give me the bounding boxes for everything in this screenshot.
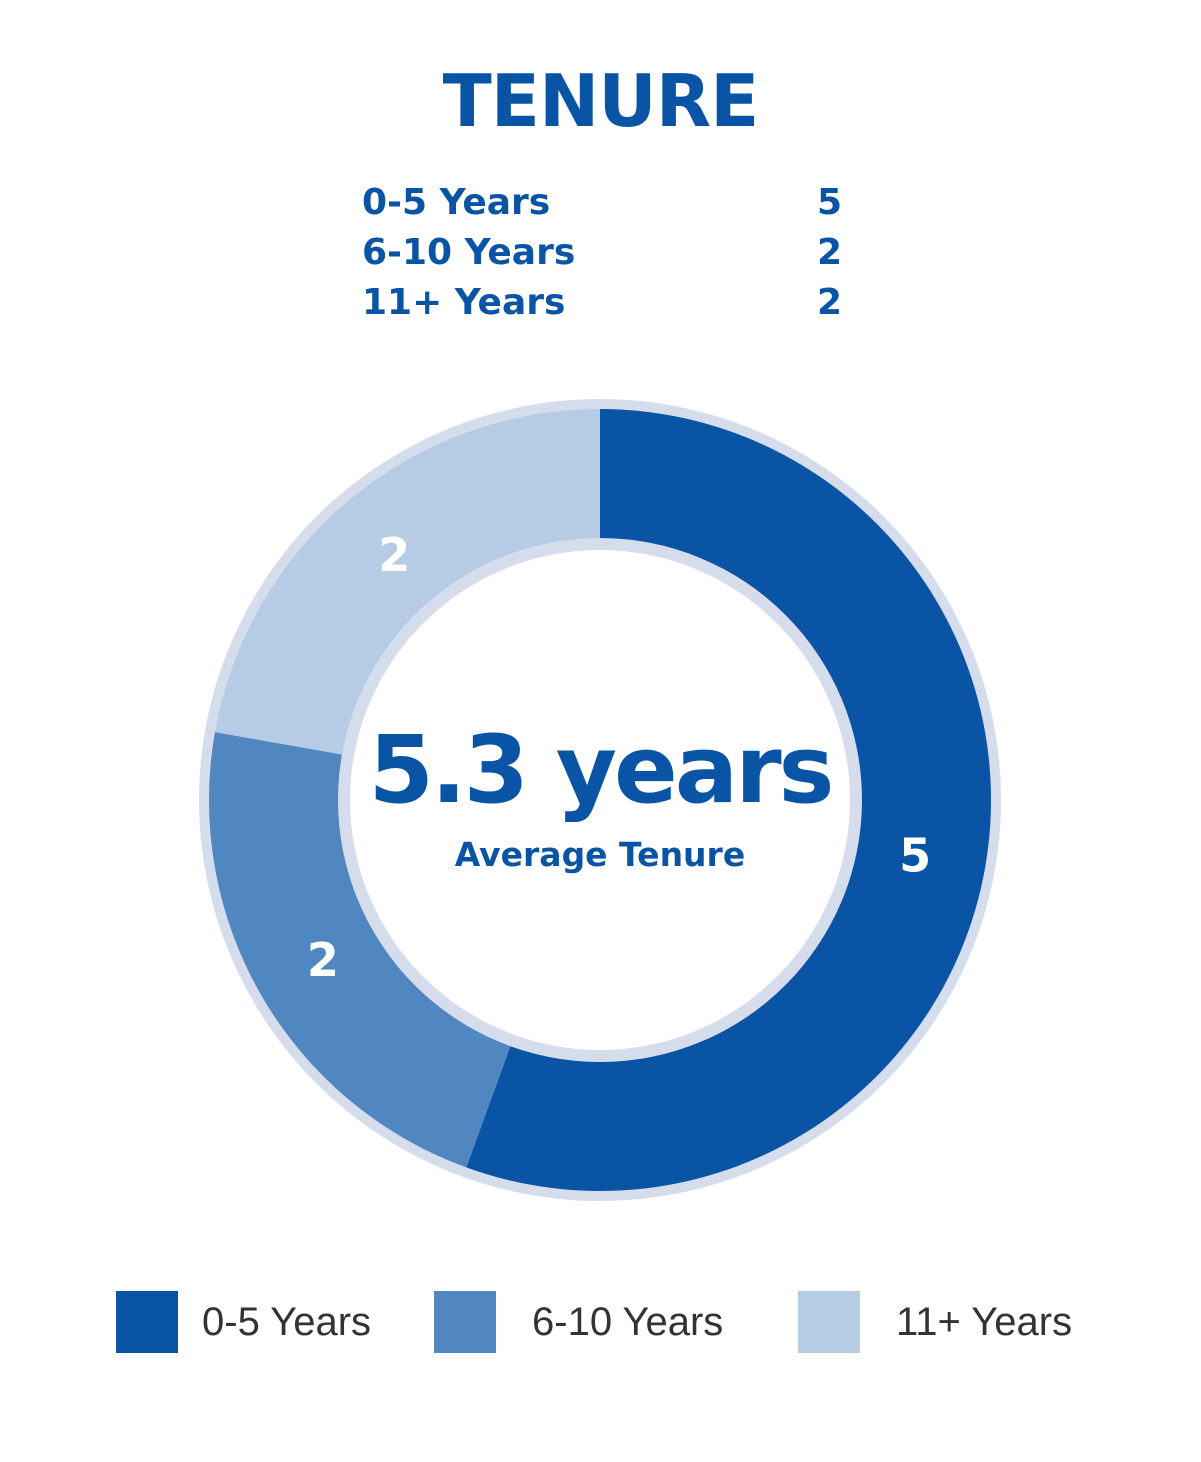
center-label: Average Tenure — [455, 835, 745, 874]
summary-value: 2 — [816, 232, 842, 273]
chart-legend: 0-5 Years 6-10 Years 11+ Years — [0, 1290, 1201, 1354]
tenure-summary-table: 0-5 Years 5 6-10 Years 2 11+ Years 2 — [362, 178, 842, 328]
donut-hole — [350, 550, 850, 1050]
summary-label: 11+ Years — [362, 282, 566, 323]
chart-title: TENURE — [442, 59, 760, 143]
legend-item: 0-5 Years — [116, 1290, 371, 1354]
slice-labels: 5 2 2 — [307, 528, 931, 987]
summary-row: 0-5 Years 5 — [362, 178, 842, 228]
slice-value-label: 2 — [307, 933, 339, 987]
summary-value: 2 — [816, 282, 842, 323]
summary-label: 0-5 Years — [362, 182, 551, 223]
slice-value-label: 5 — [899, 829, 931, 883]
legend-label: 11+ Years — [896, 1299, 1073, 1344]
legend-label: 6-10 Years — [532, 1299, 724, 1344]
legend-swatch — [798, 1291, 860, 1353]
summary-label: 6-10 Years — [362, 232, 576, 273]
legend-item: 6-10 Years — [434, 1290, 723, 1354]
slice-value-label: 2 — [378, 528, 410, 582]
center-value: 5.3 years — [368, 716, 831, 825]
legend-item: 11+ Years — [798, 1290, 1072, 1354]
legend-swatch — [434, 1291, 496, 1353]
summary-row: 6-10 Years 2 — [362, 228, 842, 278]
legend-swatch — [116, 1291, 178, 1353]
legend-label: 0-5 Years — [202, 1299, 372, 1344]
summary-row: 11+ Years 2 — [362, 278, 842, 328]
summary-value: 5 — [816, 182, 842, 223]
